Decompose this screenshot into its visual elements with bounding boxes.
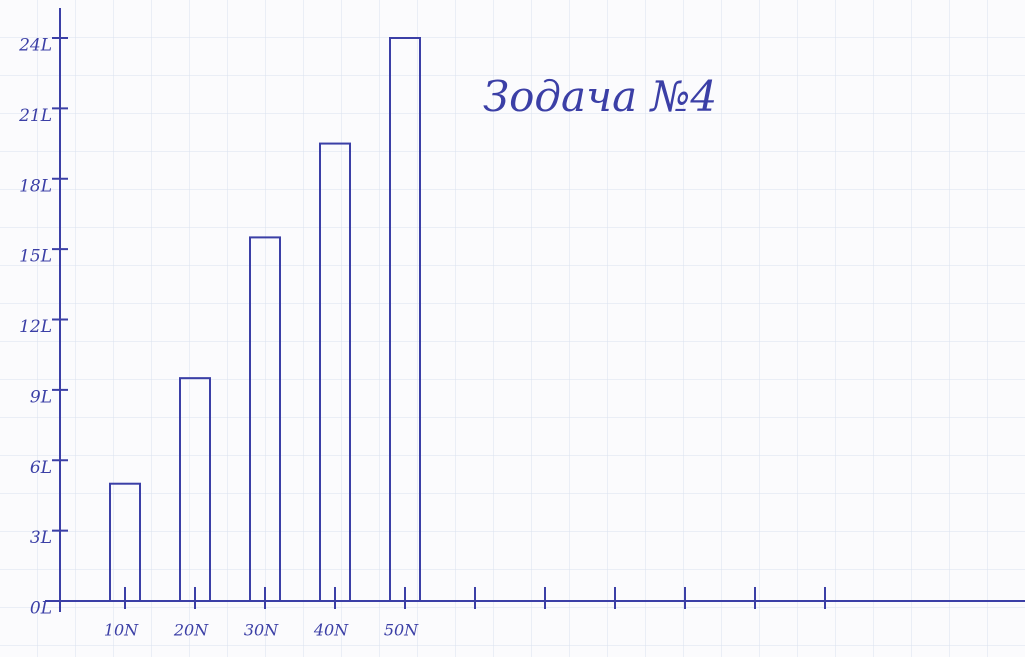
y-tick-label: 9L (30, 387, 52, 407)
x-tick-label: 10N (104, 621, 139, 640)
y-tick-label: 12L (19, 317, 52, 337)
y-tick-label: 21L (18, 106, 52, 126)
chart: Зoдача №4 0L 3L 6L 9L 12L 15L 18L 21L 24L 10N 20N 3… (0, 0, 1025, 657)
x-tick-label: 50N (384, 621, 419, 640)
page: Зoдача №4 0L 3L 6L 9L 12L 15L 18L 21L 24L 10N 20N 3… (0, 0, 1025, 657)
y-tick-label: 3L (30, 528, 52, 548)
y-tick-label: 6L (30, 458, 52, 478)
y-tick-label: 15L (19, 247, 52, 267)
y-tick-label: 24L (18, 36, 52, 56)
x-tick-label: 30N (244, 621, 279, 640)
chart-title: Зoдача №4 (483, 72, 717, 121)
y-tick-label: 18L (19, 176, 52, 196)
y-tick-label: 0L (30, 599, 52, 619)
x-tick-label: 40N (313, 621, 349, 640)
x-tick-label: 20N (173, 621, 209, 640)
